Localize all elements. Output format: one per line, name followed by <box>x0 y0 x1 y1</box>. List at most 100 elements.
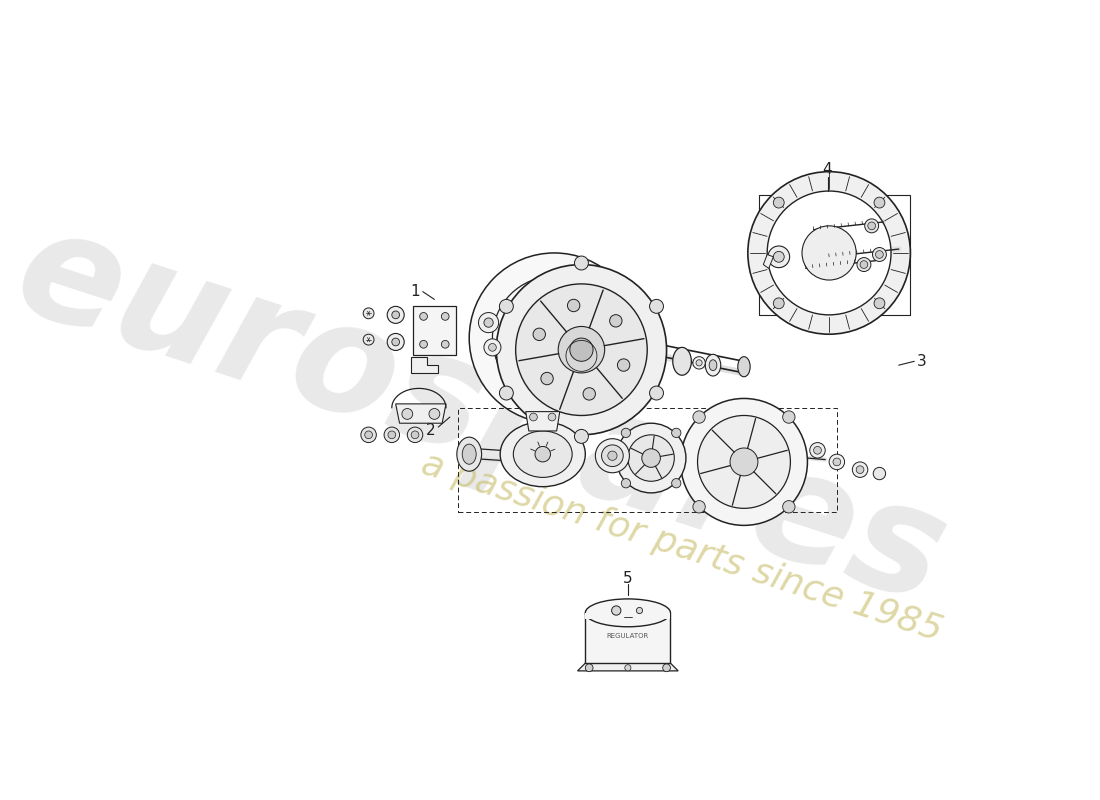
Circle shape <box>387 334 404 350</box>
Ellipse shape <box>585 599 670 626</box>
Circle shape <box>868 222 876 230</box>
Circle shape <box>783 411 795 423</box>
Polygon shape <box>585 613 670 663</box>
Circle shape <box>693 411 705 423</box>
Ellipse shape <box>456 437 482 471</box>
Circle shape <box>574 256 589 270</box>
Circle shape <box>411 431 419 438</box>
Circle shape <box>874 197 884 208</box>
Circle shape <box>585 664 593 672</box>
Circle shape <box>595 438 629 473</box>
Ellipse shape <box>673 347 691 375</box>
Circle shape <box>865 219 879 233</box>
Circle shape <box>541 372 553 385</box>
Text: a passion for parts since 1985: a passion for parts since 1985 <box>417 446 947 647</box>
Text: 5: 5 <box>623 570 632 586</box>
Circle shape <box>388 431 396 438</box>
Circle shape <box>672 428 681 438</box>
Circle shape <box>696 360 702 366</box>
Circle shape <box>612 606 620 615</box>
Circle shape <box>621 478 630 488</box>
Circle shape <box>730 448 758 476</box>
Circle shape <box>693 501 705 513</box>
Circle shape <box>810 442 825 458</box>
Circle shape <box>874 298 884 309</box>
Circle shape <box>496 265 667 435</box>
Circle shape <box>649 299 663 314</box>
Circle shape <box>783 501 795 513</box>
Circle shape <box>860 261 868 269</box>
Circle shape <box>384 427 399 442</box>
Circle shape <box>767 191 891 315</box>
Circle shape <box>570 338 593 362</box>
Polygon shape <box>585 613 670 619</box>
Circle shape <box>365 431 373 438</box>
Circle shape <box>516 284 647 415</box>
Circle shape <box>535 446 550 462</box>
Circle shape <box>363 334 374 345</box>
Circle shape <box>621 428 630 438</box>
Circle shape <box>662 664 670 672</box>
Circle shape <box>625 665 631 671</box>
Circle shape <box>829 454 845 470</box>
Circle shape <box>420 313 428 320</box>
Circle shape <box>441 341 449 348</box>
Circle shape <box>773 197 784 208</box>
Circle shape <box>441 313 449 320</box>
Polygon shape <box>578 663 679 671</box>
Circle shape <box>852 462 868 478</box>
Circle shape <box>628 435 674 482</box>
Ellipse shape <box>514 431 572 478</box>
Circle shape <box>363 308 374 318</box>
Circle shape <box>574 430 589 443</box>
Circle shape <box>748 172 911 334</box>
Text: 2: 2 <box>426 423 436 438</box>
Circle shape <box>402 409 412 419</box>
Circle shape <box>637 607 642 614</box>
Circle shape <box>429 409 440 419</box>
Circle shape <box>392 311 399 318</box>
Ellipse shape <box>710 360 717 370</box>
Text: 1: 1 <box>410 284 420 299</box>
Circle shape <box>876 250 883 258</box>
Text: REGULATOR: REGULATOR <box>607 633 649 639</box>
Circle shape <box>558 326 605 373</box>
Circle shape <box>529 413 537 421</box>
Circle shape <box>478 313 498 333</box>
Circle shape <box>873 467 886 480</box>
Circle shape <box>857 258 871 271</box>
Circle shape <box>602 445 624 466</box>
Text: eurospares: eurospares <box>0 195 964 635</box>
Text: 3: 3 <box>917 354 927 369</box>
Circle shape <box>872 247 887 262</box>
Circle shape <box>484 318 493 327</box>
Circle shape <box>641 449 660 467</box>
Polygon shape <box>412 306 456 355</box>
Circle shape <box>617 359 630 371</box>
Circle shape <box>484 339 500 356</box>
Circle shape <box>814 446 822 454</box>
Ellipse shape <box>462 444 476 464</box>
Circle shape <box>773 251 784 262</box>
Circle shape <box>499 386 514 400</box>
Circle shape <box>768 246 790 268</box>
Circle shape <box>387 306 404 323</box>
Circle shape <box>773 298 784 309</box>
Circle shape <box>488 343 496 351</box>
Polygon shape <box>526 412 560 431</box>
Polygon shape <box>396 404 446 423</box>
Circle shape <box>609 314 622 327</box>
Circle shape <box>697 415 791 508</box>
Ellipse shape <box>500 422 585 486</box>
Circle shape <box>616 423 686 493</box>
Circle shape <box>361 427 376 442</box>
Text: 4: 4 <box>823 162 833 177</box>
Circle shape <box>693 357 705 369</box>
Circle shape <box>534 328 546 341</box>
Circle shape <box>681 398 807 526</box>
Circle shape <box>672 478 681 488</box>
Ellipse shape <box>738 357 750 377</box>
Circle shape <box>568 299 580 312</box>
Circle shape <box>583 388 595 400</box>
Circle shape <box>833 458 840 466</box>
